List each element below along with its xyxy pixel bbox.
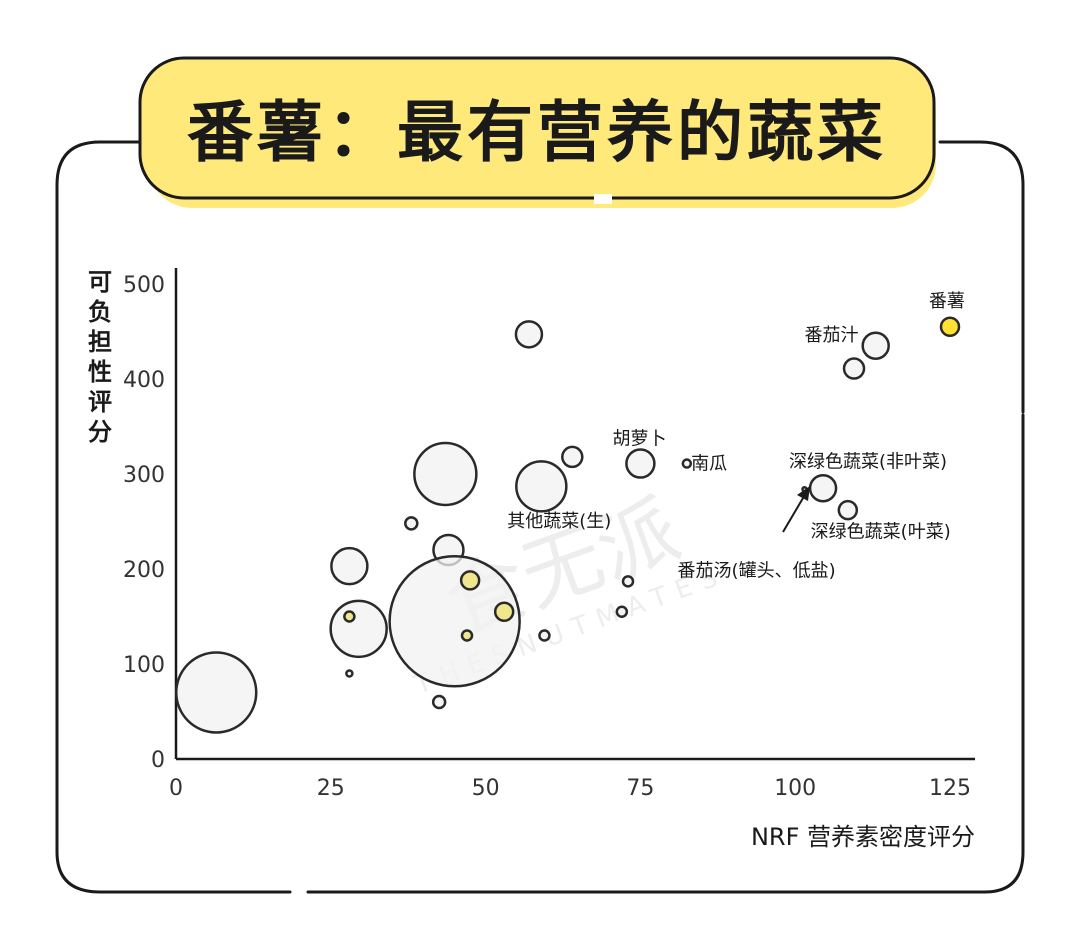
point-label: 胡萝卜 xyxy=(613,429,667,450)
scatter-point xyxy=(615,605,629,618)
x-tick-label: 125 xyxy=(929,776,971,801)
axes xyxy=(174,268,975,761)
scatter-point xyxy=(413,441,478,507)
y-axis-title-char: 评 xyxy=(88,388,112,416)
point-label: 番茄汤(罐头、低盐) xyxy=(678,561,836,582)
scatter-point xyxy=(837,499,859,521)
y-axis-title-char: 性 xyxy=(88,358,112,386)
scatter-point xyxy=(561,445,584,469)
x-tick-label: 50 xyxy=(472,776,500,801)
point-label: 番茄汁 xyxy=(804,325,858,346)
scatter-point xyxy=(345,669,354,678)
title-banner: 番薯：最有营养的蔬菜 xyxy=(138,56,936,208)
scatter-point xyxy=(388,555,521,688)
scatter-point xyxy=(330,546,369,586)
x-tick-label: 25 xyxy=(317,776,345,801)
point-label: 南瓜 xyxy=(691,453,727,474)
y-axis-title-char: 分 xyxy=(88,418,112,446)
scatter-point xyxy=(459,570,481,591)
y-tick-label: 0 xyxy=(151,748,165,773)
scatter-point xyxy=(514,320,544,349)
point-label: 番薯 xyxy=(929,291,965,312)
x-axis-title: NRF 营养素密度评分 xyxy=(751,823,975,851)
scatter-point xyxy=(842,357,866,380)
card-frame xyxy=(55,140,1025,894)
x-tick-label: 75 xyxy=(626,776,654,801)
scatter-point xyxy=(538,629,551,642)
x-tick-label: 100 xyxy=(774,776,816,801)
scatter-point xyxy=(515,460,568,513)
y-tick-label: 400 xyxy=(123,368,165,393)
scatter-points xyxy=(174,316,961,734)
scatter-point xyxy=(625,448,656,479)
y-ticks: 0 100 200 300 400 500 xyxy=(123,273,165,773)
scatter-point xyxy=(681,458,693,469)
scatter-point xyxy=(329,599,388,659)
scatter-point xyxy=(404,516,419,531)
scatter-point xyxy=(174,651,258,734)
scatter-point xyxy=(861,331,890,360)
y-tick-label: 300 xyxy=(123,463,165,488)
y-tick-label: 100 xyxy=(123,653,165,678)
y-axis-title-char: 负 xyxy=(88,298,112,326)
scatter-point xyxy=(621,575,635,588)
y-tick-label: 200 xyxy=(123,558,165,583)
point-label: 深绿色蔬菜(叶菜) xyxy=(811,522,951,543)
point-label: 深绿色蔬菜(非叶菜) xyxy=(789,451,947,472)
annotation-arrow xyxy=(782,486,810,533)
y-tick-label: 500 xyxy=(123,273,165,298)
chart-title: 番薯：最有营养的蔬菜 xyxy=(187,94,887,171)
scatter-point xyxy=(343,610,356,623)
scatter-point xyxy=(460,629,474,642)
scatter-point xyxy=(939,316,961,337)
x-ticks: 0 25 50 75 100 125 xyxy=(169,776,971,801)
y-axis-title-char: 可 xyxy=(88,268,112,296)
x-tick-label: 0 xyxy=(169,776,183,801)
point-label: 其他蔬菜(生) xyxy=(507,511,611,532)
scatter-point xyxy=(431,694,447,710)
y-axis-title-char: 担 xyxy=(88,328,112,356)
scatter-point xyxy=(493,601,515,622)
scatter-point xyxy=(808,474,838,503)
